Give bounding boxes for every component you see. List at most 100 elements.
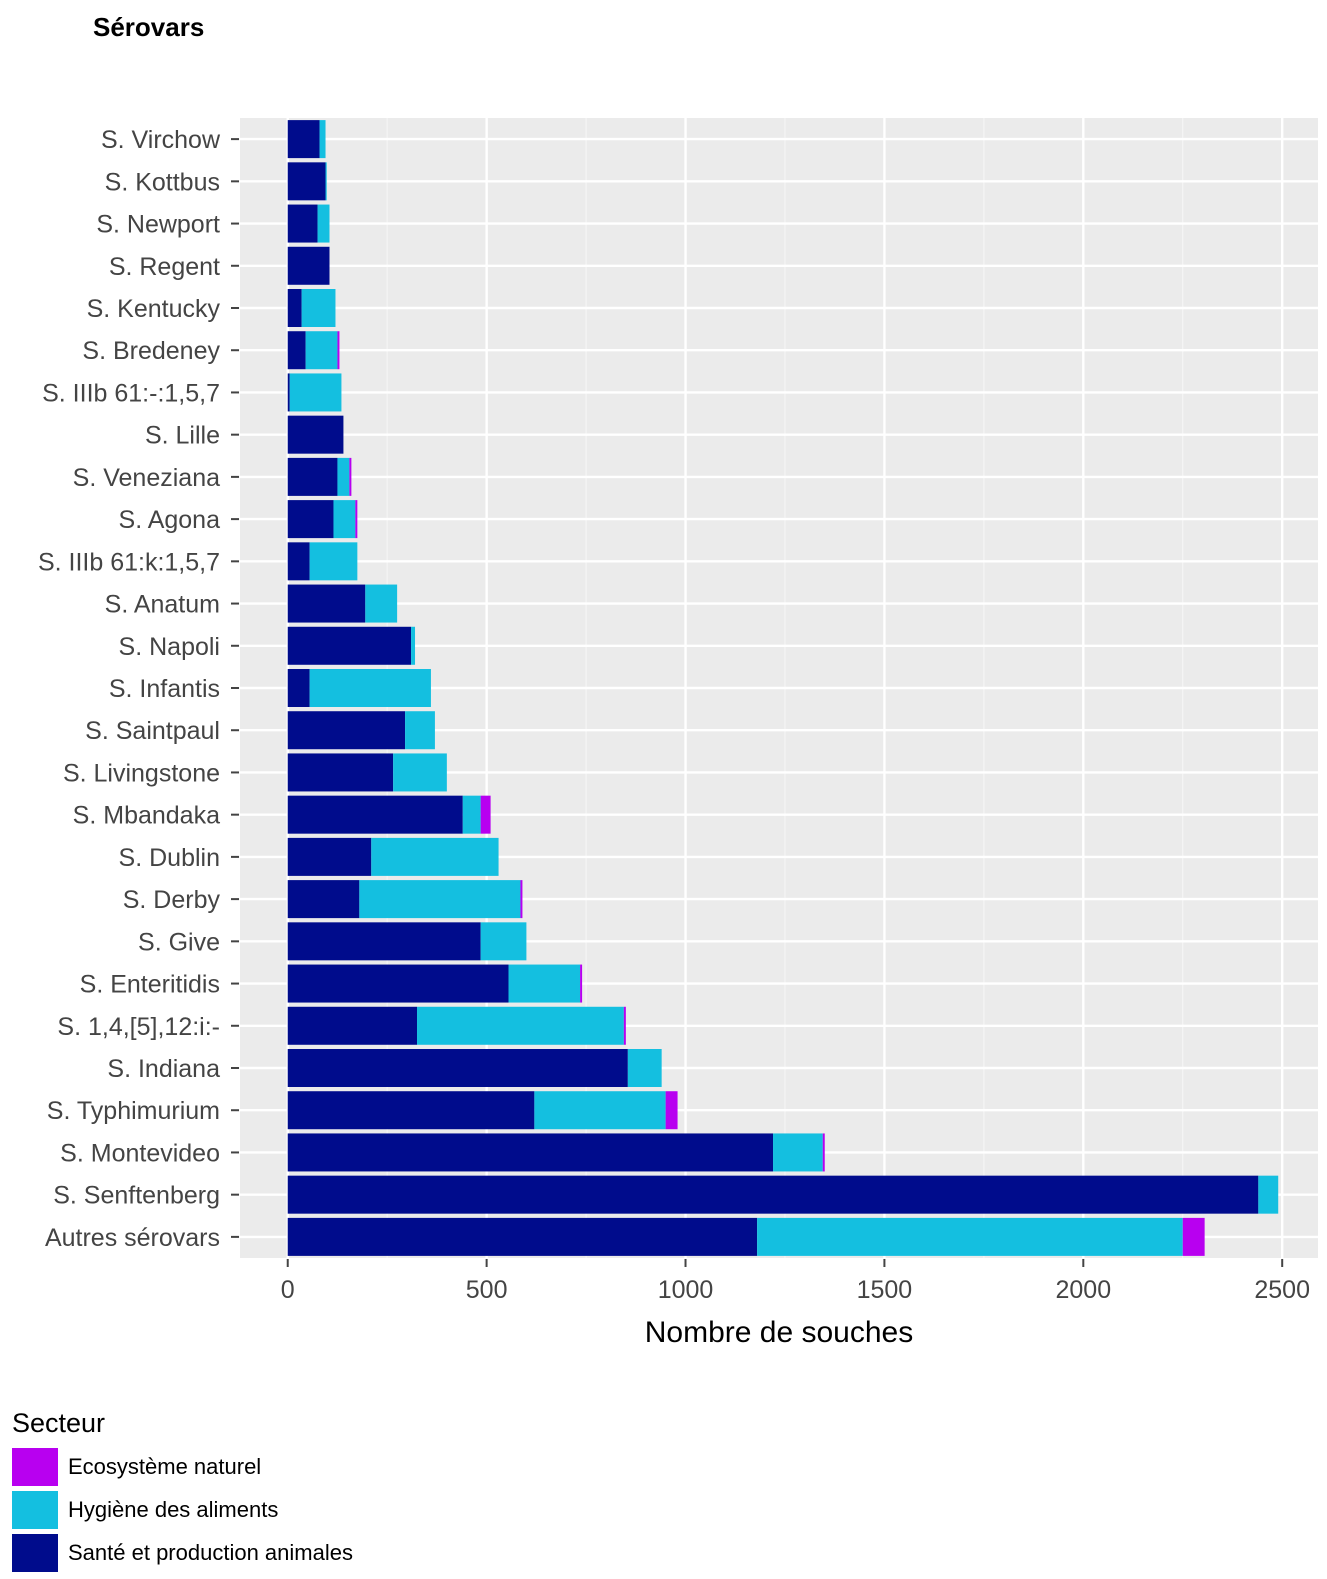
legend-label: Ecosystème naturel: [68, 1453, 262, 1479]
bar-segment: [317, 204, 330, 243]
x-tick-label: 2000: [1055, 1276, 1111, 1304]
bar-segment: [287, 289, 302, 327]
bar-segment: [1182, 1217, 1205, 1256]
category-label: Autres sérovars: [45, 1224, 220, 1252]
category-label: S. IIIb 61:-:1,5,7: [42, 379, 220, 407]
category-label: S. Infantis: [109, 675, 220, 703]
legend-swatch: [12, 1447, 58, 1486]
x-tick-label: 500: [466, 1276, 508, 1304]
bar-segment: [287, 120, 320, 159]
category-label: S. IIIb 61:k:1,5,7: [38, 548, 220, 576]
bar-segment: [287, 1091, 535, 1130]
bar-segment: [365, 584, 398, 623]
category-label: S. Newport: [96, 211, 220, 239]
legend: Secteur Ecosystème naturel Hygiène des al…: [12, 1408, 353, 1574]
legend-items: Ecosystème naturel Hygiène des aliments Sa…: [12, 1445, 353, 1574]
bar-segment: [287, 922, 481, 961]
bar-segment: [287, 373, 290, 412]
bar-segment: [287, 1006, 418, 1045]
category-label: S. Indiana: [107, 1055, 220, 1083]
legend-swatch: [12, 1490, 58, 1529]
x-axis-ticks: 0 500 1000 1500 2000 2500: [281, 1259, 1310, 1304]
bar-segment: [287, 246, 330, 285]
x-tick-label: 1000: [658, 1276, 714, 1304]
bar-segment: [287, 837, 372, 876]
bar-segment: [287, 542, 310, 581]
bar-segment: [1258, 1175, 1279, 1214]
bar-segment: [287, 415, 344, 454]
bar-segment: [623, 1006, 626, 1045]
stacked-bar-chart: S. Virchow S. Kottbus S. Newport S. Regent S…: [38, 118, 1318, 1349]
category-label: S. Agona: [119, 506, 221, 534]
bar-segment: [325, 162, 327, 201]
bar-segment: [534, 1091, 666, 1130]
bar-segment: [417, 1006, 624, 1045]
bars-layer: [287, 120, 1279, 1256]
bar-segment: [287, 1133, 774, 1172]
category-label: S. Regent: [109, 253, 220, 281]
category-label: S. Livingstone: [63, 759, 220, 787]
category-label: S. Enteritidis: [80, 971, 220, 999]
bar-segment: [462, 795, 481, 834]
bar-segment: [287, 669, 310, 707]
legend-item: Santé et production animales: [12, 1531, 353, 1574]
bar-segment: [287, 795, 463, 834]
category-label: S. Montevideo: [60, 1139, 220, 1167]
category-label: S. Kottbus: [105, 168, 220, 196]
bar-segment: [287, 500, 334, 539]
bar-segment: [822, 1133, 825, 1172]
category-label: S. Kentucky: [87, 295, 221, 323]
bar-segment: [287, 457, 338, 496]
bar-segment: [773, 1133, 823, 1172]
bar-segment: [405, 711, 435, 750]
bar-segment: [480, 795, 491, 834]
x-tick-label: 0: [281, 1276, 295, 1304]
category-label: S. Saintpaul: [85, 717, 220, 745]
bar-segment: [289, 373, 342, 412]
category-label: S. Veneziana: [73, 464, 220, 492]
legend-title: Secteur: [12, 1408, 106, 1438]
bar-segment: [287, 753, 394, 792]
legend-item: Hygiène des aliments: [12, 1488, 353, 1531]
bar-segment: [287, 1175, 1259, 1214]
bar-segment: [627, 1049, 662, 1087]
bar-segment: [287, 204, 318, 243]
bar-segment: [349, 457, 352, 496]
bar-segment: [309, 542, 358, 581]
category-label: S. Mbandaka: [73, 802, 220, 830]
bar-segment: [580, 964, 583, 1003]
category-label: S. Lille: [145, 422, 220, 450]
bar-segment: [393, 753, 447, 792]
bar-segment: [665, 1091, 678, 1130]
bar-segment: [287, 584, 366, 623]
bar-segment: [287, 711, 406, 750]
legend-item: Ecosystème naturel: [12, 1445, 353, 1488]
category-label: S. Bredeney: [82, 337, 220, 365]
x-tick-label: 1500: [857, 1276, 913, 1304]
bar-segment: [305, 331, 338, 370]
bar-segment: [371, 837, 499, 876]
category-label: S. 1,4,[5],12:i:-: [57, 1013, 220, 1041]
legend-label: Hygiène des aliments: [68, 1496, 279, 1522]
bar-segment: [309, 669, 431, 707]
bar-segment: [333, 500, 356, 539]
category-label: S. Virchow: [101, 126, 221, 154]
category-label: S. Dublin: [119, 844, 220, 872]
bar-segment: [508, 964, 581, 1003]
category-labels: S. Virchow S. Kottbus S. Newport S. Regent S…: [38, 126, 239, 1252]
bar-segment: [287, 880, 360, 919]
x-axis-title: Nombre de souches: [645, 1316, 913, 1349]
bar-segment: [337, 331, 340, 370]
legend-label: Santé et production animales: [68, 1539, 353, 1565]
bar-segment: [287, 331, 306, 370]
category-label: S. Typhimurium: [47, 1097, 220, 1125]
bar-segment: [480, 922, 527, 961]
bar-segment: [287, 162, 326, 201]
bar-segment: [520, 880, 523, 919]
bar-segment: [757, 1217, 1183, 1256]
bar-segment: [319, 120, 326, 159]
category-label: S. Senftenberg: [53, 1182, 220, 1210]
category-label: S. Give: [138, 928, 220, 956]
bar-segment: [355, 500, 358, 539]
page-heading: Sérovars: [93, 12, 205, 42]
